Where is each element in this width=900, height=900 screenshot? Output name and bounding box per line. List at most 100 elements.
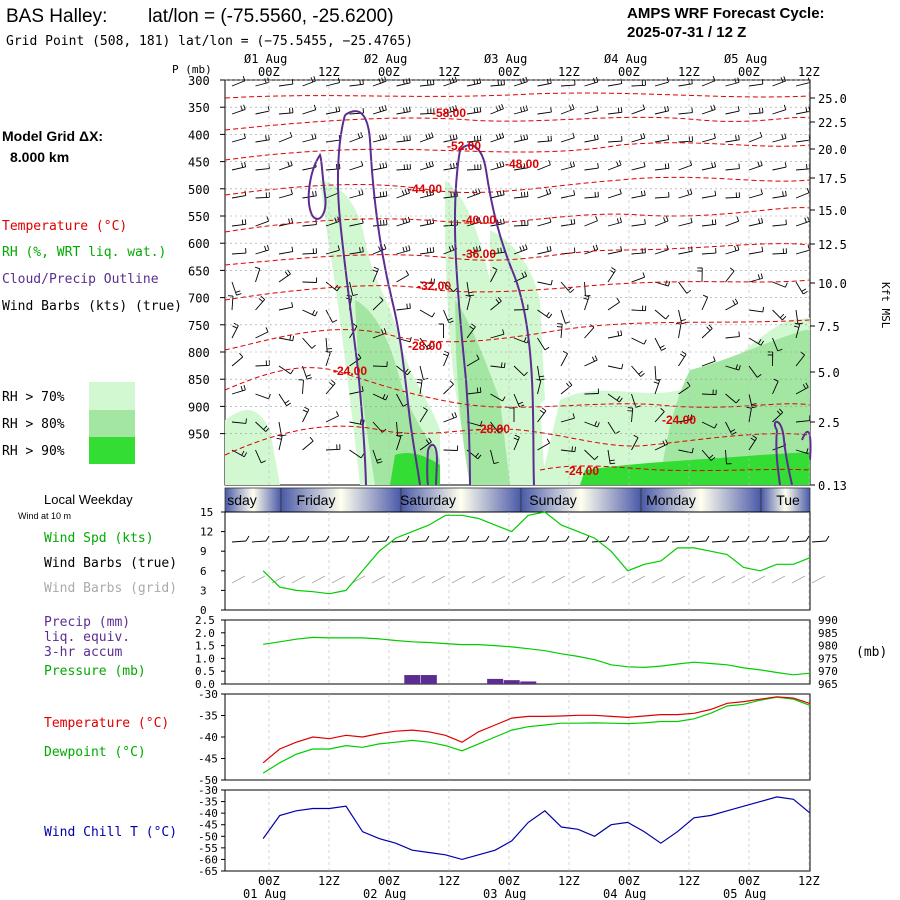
wind-barb-feather xyxy=(760,189,763,195)
surface-wind-barb xyxy=(751,540,767,543)
wind-barb-feather xyxy=(776,410,781,415)
wind-barb-feather xyxy=(690,414,693,420)
surface-wind-barb xyxy=(651,540,667,543)
surface-wind-feather xyxy=(525,535,530,542)
wind-barb-shaft xyxy=(795,221,810,227)
wind-barb-feather xyxy=(758,339,762,344)
wind-barb-feather xyxy=(266,244,270,251)
wind-barb-feather xyxy=(291,302,294,308)
wind-barb-feather xyxy=(502,329,505,335)
wind-barb-shaft xyxy=(678,281,688,294)
wind-barb-feather xyxy=(242,75,246,81)
wind-barb-shaft xyxy=(631,84,646,87)
wind-barb-feather xyxy=(287,269,291,275)
wind-barb-feather xyxy=(550,107,552,113)
top-time-label: 12Z xyxy=(558,65,580,79)
grid-wind-barb xyxy=(751,575,766,584)
wind-barb-shaft xyxy=(772,80,786,87)
wind-barb-shaft xyxy=(396,365,408,376)
wind-barb-feather xyxy=(290,369,294,375)
wind-barb-feather xyxy=(617,107,620,113)
wind-barb-feather xyxy=(520,135,523,141)
surface-wind-feather xyxy=(445,535,450,542)
wind-barb-feather xyxy=(404,368,409,374)
model-grid-label: Model Grid ΔX: xyxy=(2,128,103,144)
wind-barb-feather xyxy=(735,135,737,141)
wind-barb-feather xyxy=(574,446,576,452)
wind-barb-shaft xyxy=(419,441,432,451)
wind-barb-shaft xyxy=(748,251,763,255)
wind-barb-feather xyxy=(643,339,647,345)
wind-barb-feather xyxy=(476,354,480,360)
wind-barb-feather xyxy=(513,437,519,441)
wind-barb-feather xyxy=(315,219,317,225)
surface-wind-feather xyxy=(245,535,250,542)
wind-barb-feather xyxy=(562,350,568,355)
wind-barb-feather xyxy=(785,190,787,196)
wind-barb-shaft xyxy=(772,224,787,227)
wind-barb-shaft xyxy=(513,167,528,171)
rh90-region-a xyxy=(580,452,810,485)
wind-barb-shaft xyxy=(560,353,568,367)
wind-barb-shaft xyxy=(231,356,244,367)
windchill-label: Wind Chill T (°C) xyxy=(44,825,177,840)
wind-barb-feather xyxy=(384,104,387,111)
cross-section-panel: -58.00 -52.00 -48.00 -44.00 -40.00 -36.0… xyxy=(188,52,847,493)
wind-barb-shaft xyxy=(748,165,763,171)
wind-barb-shaft xyxy=(513,436,520,451)
y-tick-label: -65 xyxy=(198,865,218,878)
wind-barb-shaft xyxy=(607,449,611,464)
y-tick-label: -45 xyxy=(198,819,218,832)
wind-barb-shaft xyxy=(537,221,552,227)
wind-barb-feather xyxy=(738,365,741,371)
wind-barb-feather xyxy=(306,377,312,380)
wind-barb-shaft xyxy=(443,248,457,255)
wind-barb-feather xyxy=(361,386,364,392)
wind-barb-shaft xyxy=(607,421,616,435)
wind-barb-feather xyxy=(241,162,244,168)
surface-wind-feather xyxy=(385,535,390,542)
wind-barb-feather xyxy=(476,387,479,393)
wind-barb-shaft xyxy=(584,196,599,199)
top-time-label: 12Z xyxy=(678,65,700,79)
wind-barb-feather xyxy=(522,106,526,112)
wind-barb-feather xyxy=(664,106,667,112)
wind-barb-feather xyxy=(757,274,761,280)
wind-barb-feather xyxy=(794,322,800,325)
wind-barb-feather xyxy=(233,322,239,326)
wind-barb-shaft xyxy=(349,357,362,367)
wind-barb-feather xyxy=(381,77,384,83)
wind-barb-feather xyxy=(382,134,385,140)
wind-barb-feather xyxy=(449,135,452,141)
wind-barb-shaft xyxy=(654,380,660,395)
wind-barb-shaft xyxy=(419,281,434,285)
wind-barb-shaft xyxy=(654,110,669,115)
wind-barb-shaft xyxy=(560,223,575,227)
dewpoint-label: Dewpoint (°C) xyxy=(44,745,146,760)
wind-barb-feather xyxy=(376,458,382,461)
grid-wind-barb xyxy=(531,575,546,584)
pressure-axis-title: P (mb) xyxy=(172,63,212,76)
wind-barb-shaft xyxy=(513,81,528,87)
wind-barb-feather xyxy=(572,161,575,167)
panel-frame xyxy=(224,619,811,685)
wind-barb-shaft xyxy=(255,299,266,311)
wind-barb-feather xyxy=(382,162,385,168)
surface-wind-feather xyxy=(305,535,310,542)
wind-barb-feather xyxy=(476,107,479,113)
wind-barb-shaft xyxy=(584,110,599,115)
surface-wind-barb xyxy=(571,540,587,543)
wind-barb-feather xyxy=(405,78,408,84)
wind-barb-feather xyxy=(478,216,481,223)
y-tick-label: -35 xyxy=(198,796,218,809)
wind-barb-feather xyxy=(572,132,575,138)
wind-barb-shaft xyxy=(255,168,270,171)
wind-barb-shaft xyxy=(701,421,715,429)
wind-barb-shaft xyxy=(748,309,763,313)
wind-barb-feather xyxy=(263,425,268,430)
wind-barb-feather xyxy=(426,247,429,253)
wind-barb-feather xyxy=(593,77,596,83)
wind-barb-shaft xyxy=(302,137,317,143)
wind-barb-feather xyxy=(451,245,455,251)
